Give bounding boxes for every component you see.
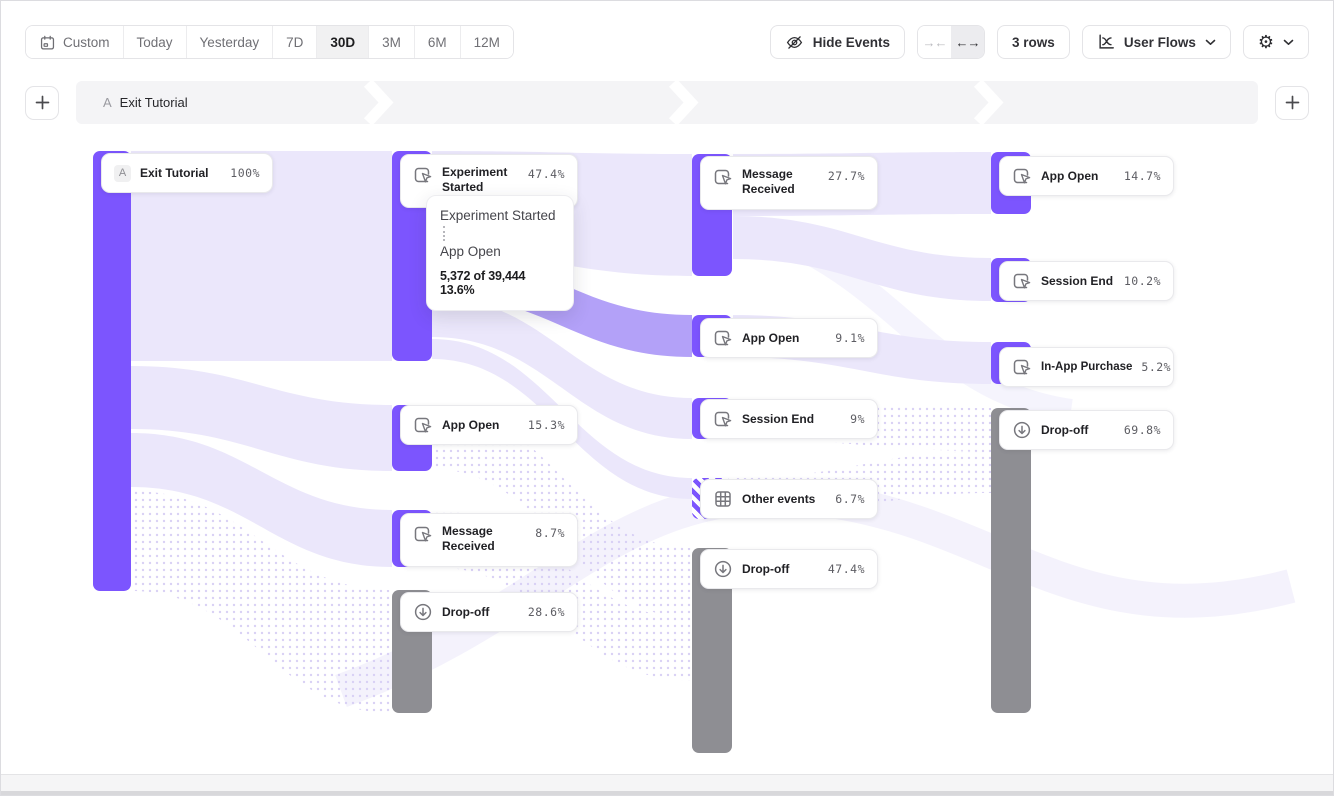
tooltip-source-event: Experiment Started	[440, 208, 556, 223]
step-name: Exit Tutorial	[119, 95, 188, 110]
drop-off-icon	[1012, 420, 1032, 440]
flow-ribbon-dropoff[interactable]	[432, 405, 692, 618]
node-card-drop-off-col4[interactable]: Drop-off 69.8%	[999, 410, 1174, 450]
view-selector-button[interactable]: User Flows	[1081, 25, 1231, 59]
flow-ribbon[interactable]	[131, 433, 392, 567]
event-icon	[713, 328, 733, 348]
node-card-other-events-col3[interactable]: Other events 6.7%	[700, 479, 878, 519]
event-icon	[713, 167, 733, 187]
date-range-12m[interactable]: 12M	[459, 26, 513, 58]
date-range-label: Custom	[63, 34, 110, 50]
calendar-icon	[40, 35, 55, 50]
chevron-down-icon	[1283, 39, 1294, 45]
event-icon	[413, 524, 433, 544]
node-card-message-received-col2[interactable]: Message Received 8.7%	[400, 513, 578, 567]
add-step-right-button[interactable]	[1275, 85, 1309, 120]
node-card-session-end-col3[interactable]: Session End 9%	[700, 399, 878, 439]
footer-edge	[1, 791, 1333, 795]
steps-bar[interactable]: A Exit Tutorial	[76, 81, 1258, 124]
node-card-app-open-col3[interactable]: App Open 9.1%	[700, 318, 878, 358]
node-card-app-open-col2[interactable]: App Open 15.3%	[400, 405, 578, 445]
date-range-30d[interactable]: 30D	[316, 26, 369, 58]
flow-tooltip: Experiment Started App Open 5,372 of 39,…	[426, 195, 574, 311]
collapse-columns-button[interactable]: →←	[918, 26, 952, 58]
tooltip-flow-connector	[443, 226, 445, 241]
node-card-session-end-col4[interactable]: Session End 10.2%	[999, 261, 1174, 301]
event-icon	[1012, 271, 1032, 291]
plus-icon	[35, 95, 49, 110]
date-range-6m[interactable]: 6M	[413, 26, 460, 58]
tooltip-target-event: App Open	[440, 244, 501, 259]
event-icon	[713, 409, 733, 429]
node-card-exit-tutorial[interactable]: A Exit Tutorial 100%	[101, 153, 273, 193]
column-spacing-toggle: →← ←→	[917, 25, 986, 59]
flow-ribbon[interactable]	[131, 151, 392, 361]
event-icon	[1012, 166, 1032, 186]
hide-events-button[interactable]: Hide Events	[769, 25, 906, 59]
step-letter: A	[103, 95, 112, 110]
settings-button[interactable]: ⚙	[1242, 25, 1309, 59]
date-range-yesterday[interactable]: Yesterday	[185, 26, 273, 58]
event-icon	[413, 415, 433, 435]
flow-ribbon-dropoff[interactable]	[131, 491, 392, 713]
chevron-down-icon	[1205, 39, 1216, 45]
toolbar: Custom Today Yesterday 7D 30D 3M 6M 12M …	[25, 25, 1309, 59]
drop-off-icon	[713, 559, 733, 579]
event-icon	[1012, 357, 1032, 377]
event-icon	[413, 165, 433, 185]
expand-columns-button[interactable]: ←→	[951, 26, 985, 58]
node-bar-exit-tutorial[interactable]	[93, 151, 131, 591]
flow-ribbon[interactable]	[131, 366, 392, 471]
footer-strip	[1, 774, 1333, 791]
date-range-3m[interactable]: 3M	[368, 26, 414, 58]
node-card-message-received-col3[interactable]: Message Received 27.7%	[700, 156, 878, 210]
date-range-custom[interactable]: Custom	[26, 26, 123, 58]
date-range-7d[interactable]: 7D	[272, 26, 317, 58]
collapse-arrows-icon: →←	[922, 34, 948, 50]
add-step-left-button[interactable]	[25, 85, 59, 120]
plus-icon	[1285, 95, 1299, 110]
node-card-drop-off-col3[interactable]: Drop-off 47.4%	[700, 549, 878, 589]
flow-ribbon[interactable]	[432, 297, 692, 439]
step-chevron-separator	[669, 81, 699, 124]
step-chevron-separator	[974, 81, 1004, 124]
grid-icon	[713, 489, 733, 509]
user-flows-chart-icon	[1099, 34, 1114, 49]
gear-icon: ⚙	[1257, 32, 1274, 52]
expand-arrows-icon: ←→	[955, 34, 981, 50]
step-1-label: A Exit Tutorial	[76, 95, 188, 110]
node-bar-drop-off-col4[interactable]	[991, 408, 1031, 713]
flow-ribbon[interactable]	[733, 216, 991, 301]
toolbar-right: Hide Events →← ←→ 3 rows User Flows ⚙	[769, 25, 1309, 59]
tooltip-stats: 5,372 of 39,444 13.6%	[440, 269, 526, 297]
node-card-app-open-col4[interactable]: App Open 14.7%	[999, 156, 1174, 196]
rows-button[interactable]: 3 rows	[997, 25, 1070, 59]
date-range-selector: Custom Today Yesterday 7D 30D 3M 6M 12M	[25, 25, 514, 59]
eye-off-icon	[786, 35, 802, 49]
step-chevron-separator	[364, 81, 394, 124]
date-range-today[interactable]: Today	[122, 26, 186, 58]
step-letter-badge: A	[114, 164, 131, 182]
node-card-in-app-purchase-col4[interactable]: In-App Purchase 5.2%	[999, 347, 1174, 387]
steps-row: A Exit Tutorial	[25, 81, 1309, 124]
drop-off-icon	[413, 602, 433, 622]
node-card-drop-off-col2[interactable]: Drop-off 28.6%	[400, 592, 578, 632]
